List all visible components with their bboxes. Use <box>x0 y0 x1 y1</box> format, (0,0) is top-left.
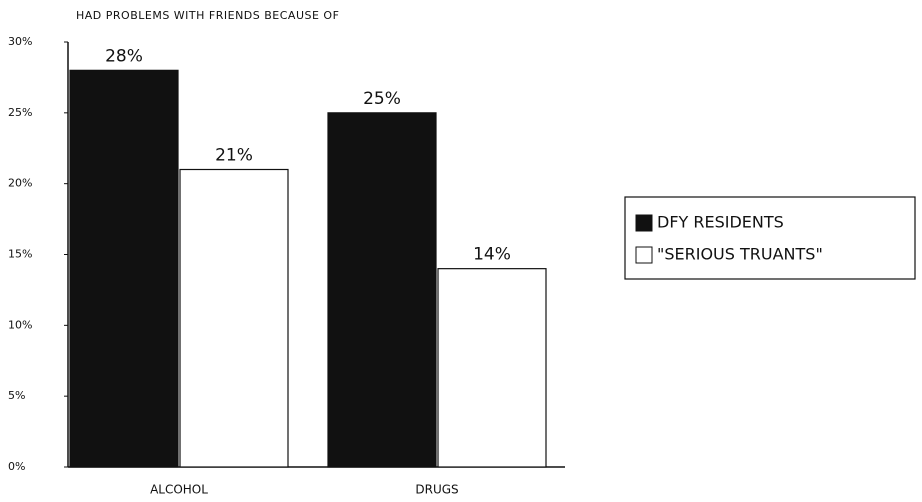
value-label: 14% <box>473 245 511 265</box>
value-label: 25% <box>363 89 401 109</box>
legend-swatch <box>635 246 653 264</box>
y-tick-label: 0% <box>8 460 25 473</box>
x-tick-label: DRUGS <box>415 483 458 497</box>
y-tick-label: 30% <box>8 35 32 48</box>
legend-swatch <box>635 214 653 232</box>
y-tick-label: 10% <box>8 318 32 331</box>
value-label: 28% <box>105 46 143 66</box>
bar <box>327 112 437 468</box>
legend-label: DFY RESIDENTS <box>657 213 784 232</box>
bar <box>69 69 179 468</box>
y-tick-label: 5% <box>8 389 25 402</box>
legend-label: "SERIOUS TRUANTS" <box>657 245 823 264</box>
bar <box>437 268 547 468</box>
y-tick-label: 25% <box>8 106 32 119</box>
bar <box>179 168 289 468</box>
value-label: 21% <box>215 146 253 166</box>
chart-title: HAD PROBLEMS WITH FRIENDS BECAUSE OF <box>76 9 339 22</box>
y-tick-label: 15% <box>8 248 32 261</box>
legend-box <box>624 196 916 280</box>
y-tick-label: 20% <box>8 177 32 190</box>
x-tick-label: ALCOHOL <box>150 483 208 497</box>
